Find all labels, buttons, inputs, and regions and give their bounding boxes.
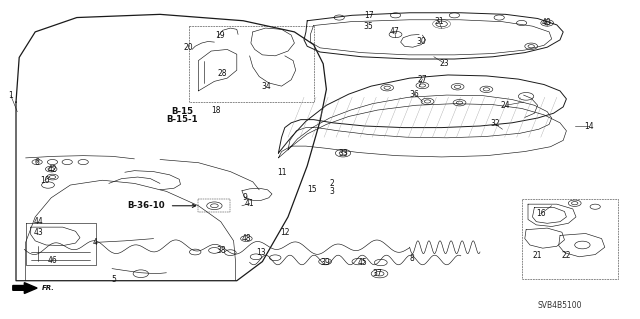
Text: 17: 17 xyxy=(364,11,374,20)
Text: 15: 15 xyxy=(307,185,317,194)
Text: 23: 23 xyxy=(439,59,449,68)
Text: 19: 19 xyxy=(215,31,225,40)
Text: 9: 9 xyxy=(242,193,247,202)
Text: 44: 44 xyxy=(33,217,44,226)
Text: B-36-10: B-36-10 xyxy=(127,201,164,210)
Text: B-15: B-15 xyxy=(172,107,193,115)
Text: 42: 42 xyxy=(47,165,58,174)
Text: 31: 31 xyxy=(434,17,444,26)
Text: SVB4B5100: SVB4B5100 xyxy=(538,301,582,310)
Text: 30: 30 xyxy=(416,37,426,46)
Text: 18: 18 xyxy=(211,106,220,115)
Text: 39: 39 xyxy=(320,258,330,267)
Text: 41: 41 xyxy=(244,199,255,208)
Text: 47: 47 xyxy=(390,27,400,36)
Text: 32: 32 xyxy=(490,119,500,128)
Text: 40: 40 xyxy=(541,18,552,27)
Text: 13: 13 xyxy=(256,249,266,257)
Text: B-15-1: B-15-1 xyxy=(166,115,198,124)
Text: 14: 14 xyxy=(584,122,594,130)
Text: 35: 35 xyxy=(364,22,374,31)
Text: 16: 16 xyxy=(536,209,546,218)
Text: 28: 28 xyxy=(218,69,227,78)
Text: 38: 38 xyxy=(216,246,226,255)
Text: 34: 34 xyxy=(261,82,271,91)
Text: 8: 8 xyxy=(409,254,414,263)
Text: 46: 46 xyxy=(47,256,58,265)
Text: 43: 43 xyxy=(33,228,44,237)
Text: 37: 37 xyxy=(372,269,383,278)
Text: 11: 11 xyxy=(277,168,286,177)
Text: 27: 27 xyxy=(417,75,428,84)
Text: 48: 48 xyxy=(241,234,252,243)
Text: 45: 45 xyxy=(358,258,368,267)
Text: 12: 12 xyxy=(280,228,289,237)
Text: 36: 36 xyxy=(410,90,420,99)
Text: 4: 4 xyxy=(92,238,97,247)
Text: FR.: FR. xyxy=(42,285,54,291)
Text: 2: 2 xyxy=(329,179,334,188)
Text: 21: 21 xyxy=(533,251,542,260)
Text: 22: 22 xyxy=(562,251,571,260)
Text: 20: 20 xyxy=(184,43,194,52)
Text: 3: 3 xyxy=(329,187,334,196)
Text: 24: 24 xyxy=(500,101,511,110)
Text: 33: 33 xyxy=(338,149,348,158)
Text: 6: 6 xyxy=(35,158,40,167)
Text: 1: 1 xyxy=(8,91,13,100)
Text: 10: 10 xyxy=(40,176,50,185)
Polygon shape xyxy=(13,283,37,293)
Text: 5: 5 xyxy=(111,275,116,284)
